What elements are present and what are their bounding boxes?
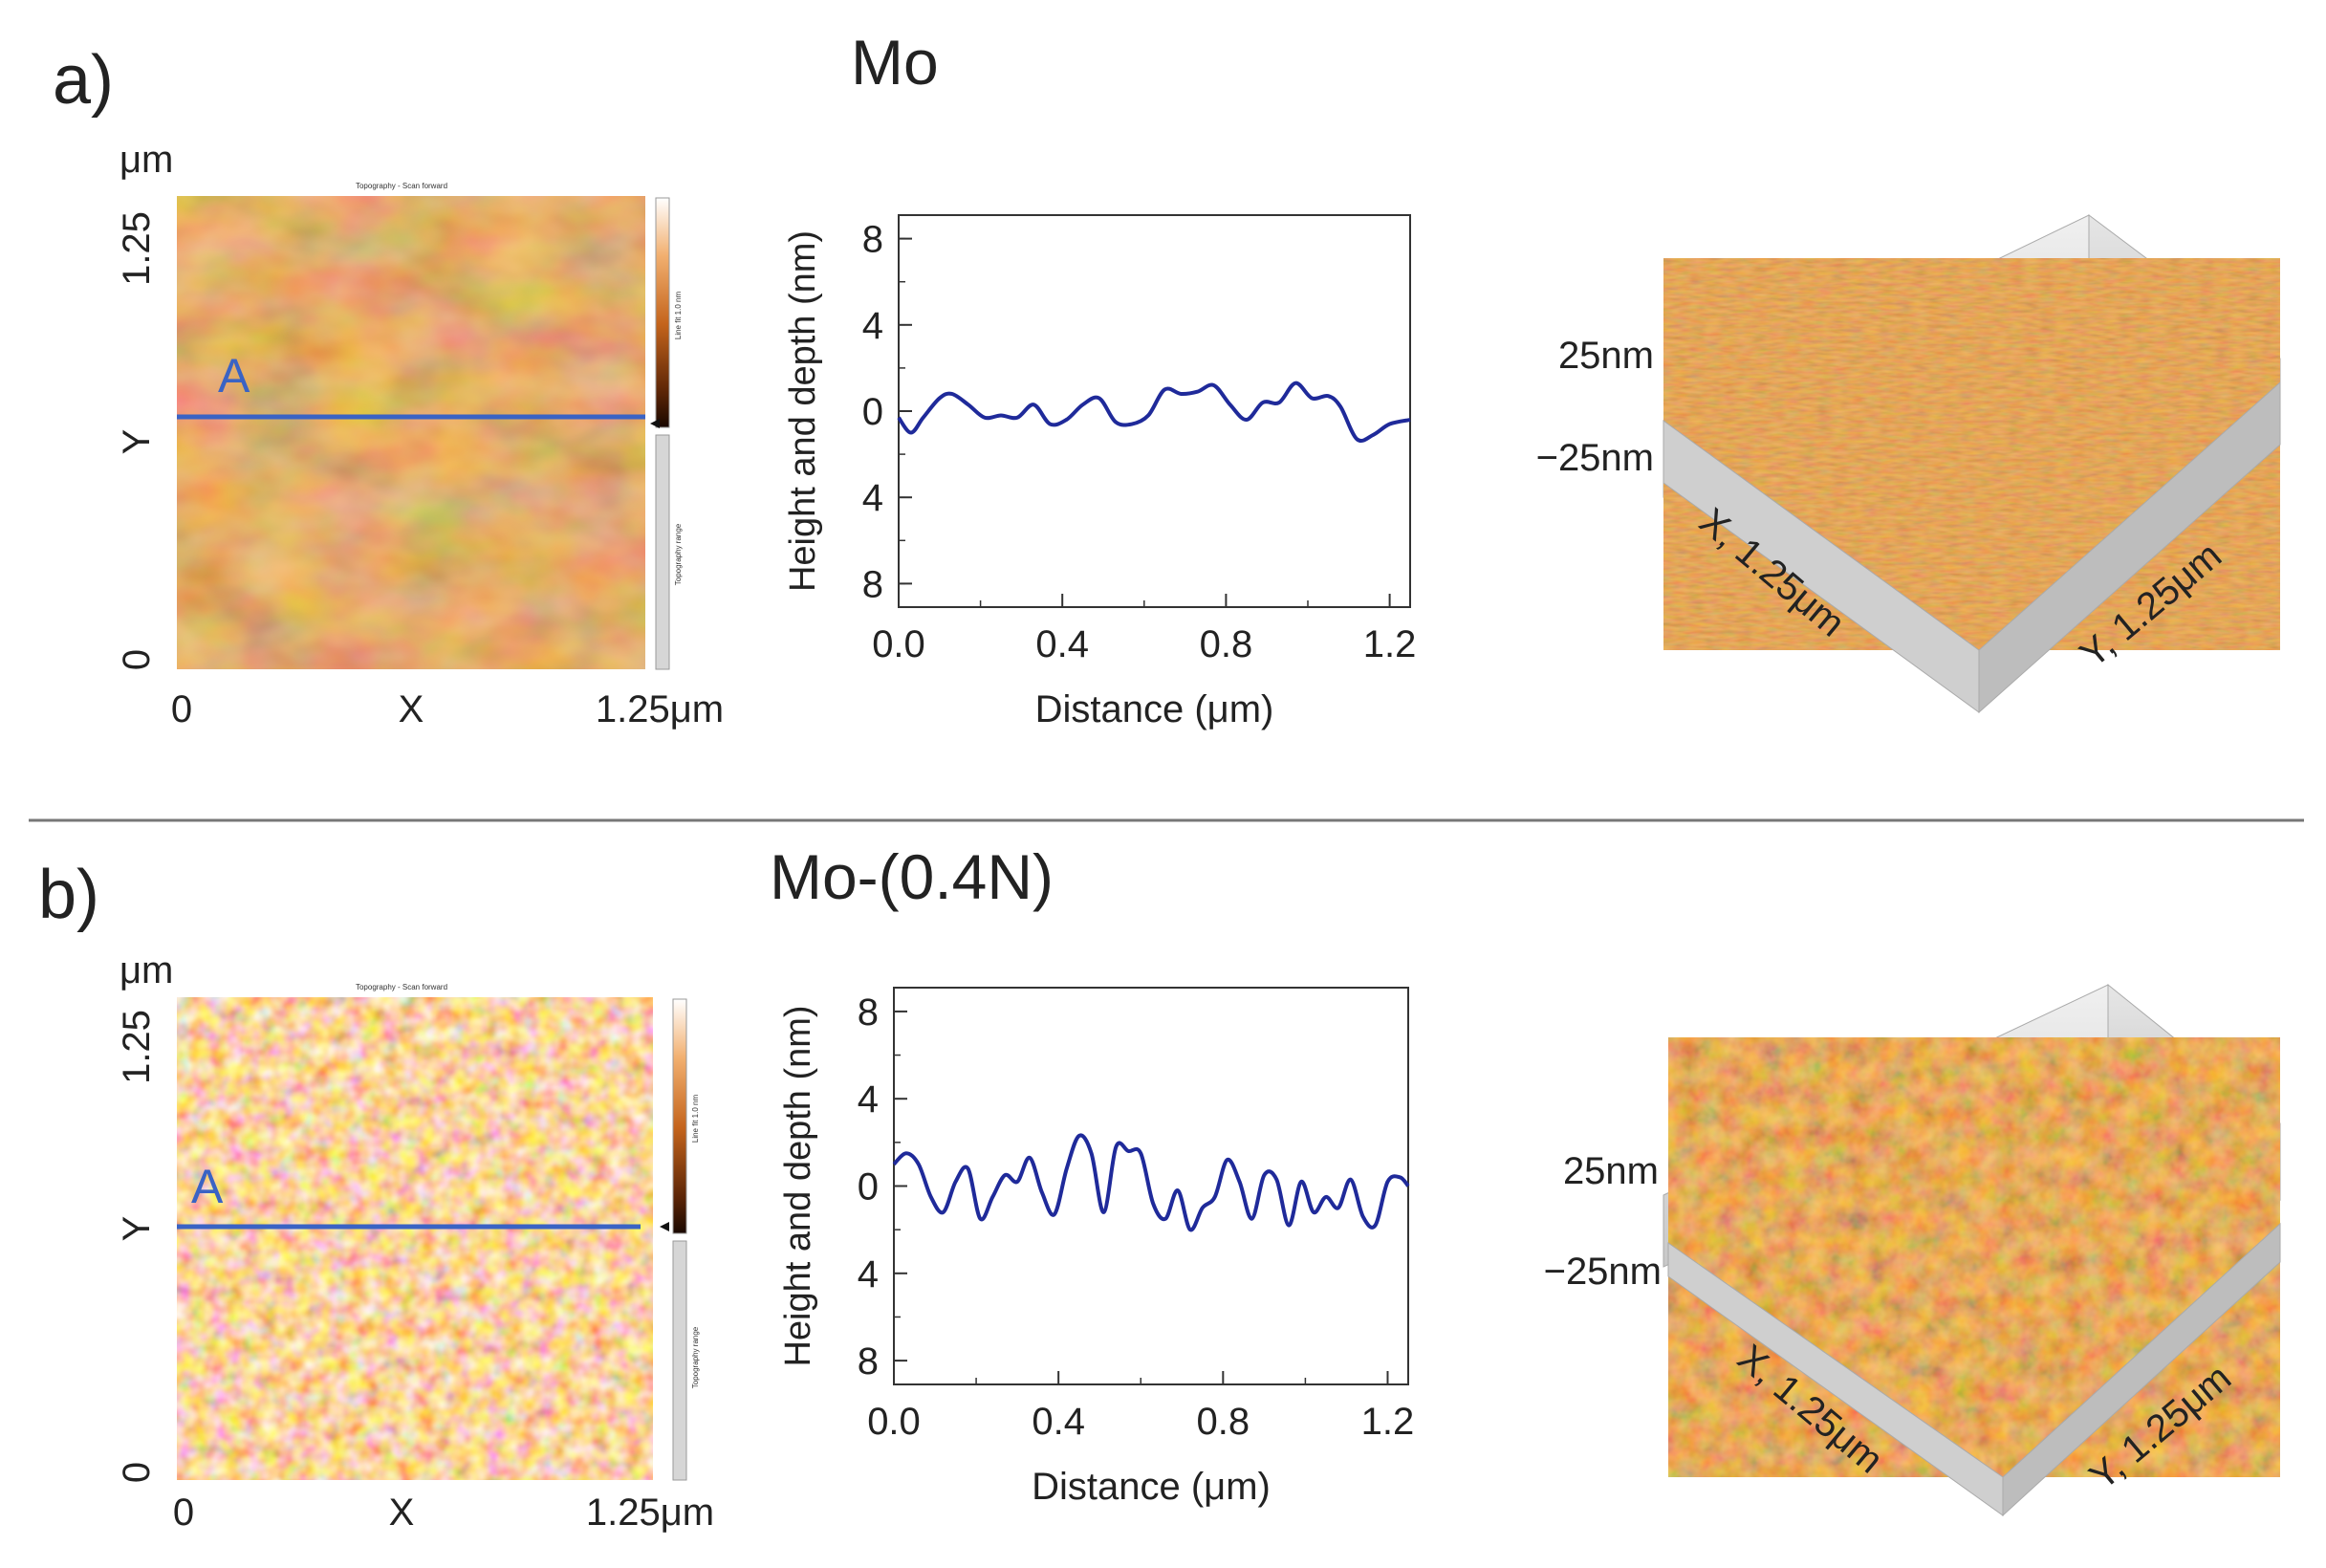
afm-b-header: Topography - Scan forward bbox=[356, 983, 447, 991]
afm-image-b: μm Topography - Scan forward Line fit 1.… bbox=[116, 949, 714, 1534]
afm-b-y-top: 1.25 bbox=[116, 1010, 158, 1084]
afm-a-map bbox=[177, 196, 645, 669]
surface-3d-a: 25nm −25nm X, 1.25μm Y, 1.25μm bbox=[1536, 214, 2281, 714]
afm-a-colorbar-bottom-text: Topography range bbox=[674, 523, 683, 585]
surface-3d-b: 25nm −25nm X, 1.25μm Y, 1.25μm bbox=[1544, 983, 2281, 1517]
chart-a-x-tick-label: 0.4 bbox=[1035, 623, 1089, 665]
panel-b-title: Mo-(0.4N) bbox=[770, 841, 1054, 912]
profile-chart-a: 8 4 0 4 8 0.0 0.4 0.8 1.2 Distance (μm) Height and… bbox=[783, 214, 1417, 730]
chart-a-x-tick-label: 1.2 bbox=[1363, 623, 1417, 665]
afm-b-colorbar-top bbox=[672, 998, 687, 1234]
afm-a-colorbar-top-text: Line fit 1.0 nm bbox=[674, 292, 683, 340]
afm-a-scan-label: A bbox=[218, 349, 250, 403]
panel-b-letter: b) bbox=[38, 857, 99, 933]
afm-a-scan-marker bbox=[650, 419, 660, 428]
chart-b-y-tick-label: 4 bbox=[858, 1253, 879, 1296]
chart-a-y-axis-label: Height and depth (nm) bbox=[783, 230, 823, 592]
afm-a-colorbar-bottom bbox=[655, 434, 670, 670]
afm-b-x-mid: X bbox=[389, 1492, 415, 1534]
chart-b-y-tick-label: 8 bbox=[858, 991, 879, 1034]
afm-b-map bbox=[177, 997, 653, 1480]
profile-chart-b: 8 4 0 4 8 0.0 0.4 0.8 1.2 Distance (μm) Height and… bbox=[778, 987, 1415, 1508]
chart-b-x-tick-label: 0.4 bbox=[1032, 1401, 1085, 1443]
afm-b-x-right: 1.25μm bbox=[586, 1492, 714, 1534]
chart-a-y-tick-label: 8 bbox=[862, 219, 883, 261]
afm-b-colorbar-top-text: Line fit 1.0 nm bbox=[691, 1095, 700, 1143]
panel-b: b) Mo-(0.4N) μm Topography - Scan forwar… bbox=[38, 841, 2281, 1534]
chart-a-y-tick-label: 4 bbox=[862, 305, 883, 347]
surface-b-z-top: 25nm bbox=[1563, 1150, 1659, 1192]
surface-a-z-bottom: −25nm bbox=[1536, 437, 1654, 479]
afm-a-x-mid: X bbox=[399, 688, 424, 730]
panel-a-title: Mo bbox=[851, 27, 939, 98]
chart-a-y-tick-label: 8 bbox=[862, 563, 883, 605]
afm-a-y-axis: Y bbox=[116, 429, 158, 455]
surface-a-z-top: 25nm bbox=[1558, 335, 1654, 377]
chart-a-series-line-A bbox=[897, 381, 1411, 444]
chart-b-y-tick-label: 4 bbox=[858, 1078, 879, 1121]
panel-a: a) Mo μm Topography - Scan forward Line … bbox=[53, 27, 2281, 730]
surface-a-top bbox=[1663, 258, 2280, 650]
chart-b-series-line-A bbox=[892, 1133, 1410, 1232]
chart-b-x-tick-label: 0.0 bbox=[867, 1401, 921, 1443]
afm-b-colorbar-bottom-text: Topography range bbox=[691, 1326, 700, 1388]
chart-b-y-tick-label: 8 bbox=[858, 1340, 879, 1383]
chart-b-y-tick-label: 0 bbox=[858, 1166, 879, 1209]
afm-a-x-right: 1.25μm bbox=[596, 688, 724, 730]
afm-b-colorbar-bottom bbox=[672, 1240, 687, 1481]
afm-a-colorbar-top bbox=[655, 197, 670, 428]
chart-b-x-tick-label: 1.2 bbox=[1361, 1401, 1415, 1443]
surface-b-top bbox=[1668, 1037, 2280, 1477]
chart-a-x-axis-label: Distance (μm) bbox=[1035, 688, 1274, 730]
afm-b-y-axis: Y bbox=[116, 1216, 158, 1242]
surface-b-front-right bbox=[2002, 1222, 2281, 1517]
afm-a-header: Topography - Scan forward bbox=[356, 182, 447, 190]
panel-a-letter: a) bbox=[53, 42, 114, 119]
afm-b-unit: μm bbox=[120, 949, 173, 991]
afm-a-y-bottom: 0 bbox=[116, 649, 158, 670]
chart-a-y-tick-label: 4 bbox=[862, 477, 883, 519]
afm-a-unit: μm bbox=[120, 139, 173, 181]
chart-a-y-tick-label: 0 bbox=[862, 391, 883, 433]
chart-b-y-axis-label: Height and depth (nm) bbox=[778, 1005, 818, 1366]
surface-a-front-right bbox=[1978, 381, 2281, 714]
chart-b-x-axis-label: Distance (μm) bbox=[1032, 1466, 1271, 1508]
afm-b-x-left: 0 bbox=[173, 1492, 194, 1534]
afm-b-scan-marker bbox=[660, 1222, 669, 1231]
chart-a-x-tick-label: 0.0 bbox=[872, 623, 925, 665]
afm-image-a: μm Topography - Scan forward Line fit 1.… bbox=[116, 139, 724, 730]
afm-b-y-bottom: 0 bbox=[116, 1462, 158, 1483]
afm-b-scan-label: A bbox=[191, 1160, 224, 1213]
chart-b-x-tick-label: 0.8 bbox=[1197, 1401, 1250, 1443]
chart-a-x-tick-label: 0.8 bbox=[1200, 623, 1253, 665]
afm-a-y-top: 1.25 bbox=[116, 211, 158, 286]
surface-b-z-bottom: −25nm bbox=[1544, 1251, 1662, 1293]
afm-a-x-left: 0 bbox=[171, 688, 192, 730]
